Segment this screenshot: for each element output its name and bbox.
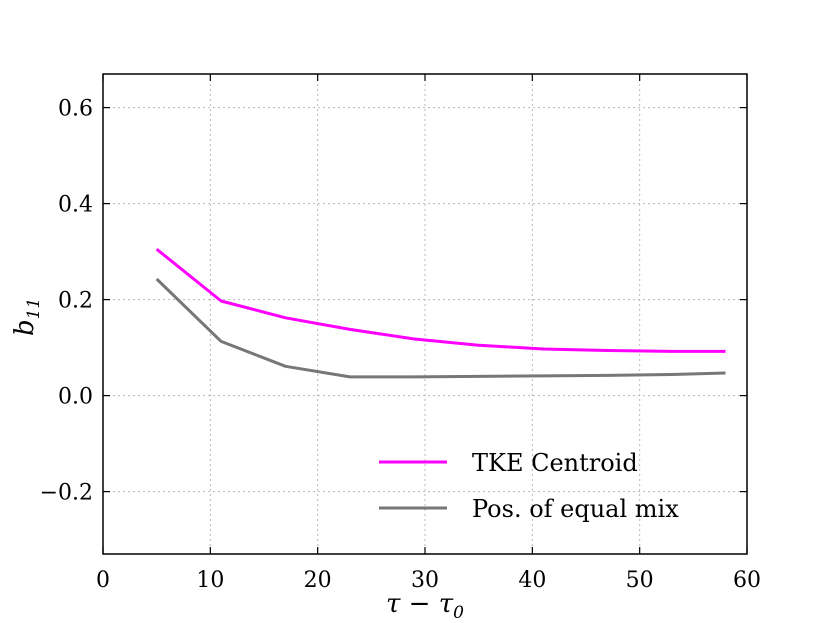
x-tick-label: 60 <box>733 568 761 593</box>
y-axis-label-subscript: 11 <box>24 298 44 320</box>
axis-ticks: 0 10 20 30 40 50 60 −0.2 0.0 0.2 0.4 0.6 <box>40 74 761 593</box>
series-line-tke-centroid <box>155 248 726 353</box>
x-tick-label: 20 <box>304 568 332 593</box>
legend-label-pos-of-equal-mix: Pos. of equal mix <box>472 495 679 523</box>
grid-lines <box>103 74 747 554</box>
series-line-pos-of-equal-mix <box>155 277 726 379</box>
y-tick-label: 0.6 <box>58 97 93 122</box>
x-tick-label: 50 <box>626 568 654 593</box>
y-tick-label: 0.4 <box>58 193 93 218</box>
x-tick-label: 30 <box>411 568 439 593</box>
x-tick-label: 10 <box>196 568 224 593</box>
legend-label-tke-centroid: TKE Centroid <box>472 449 638 477</box>
y-axis-label: b11 <box>10 298 44 336</box>
x-axis-label: τ − τ0 <box>386 589 464 623</box>
x-tick-label: 40 <box>518 568 546 593</box>
series-lines <box>155 248 726 379</box>
x-tick-label: 0 <box>96 568 110 593</box>
y-tick-label: −0.2 <box>40 481 93 506</box>
y-axis-label-main: b <box>10 319 40 336</box>
y-tick-label: 0.2 <box>58 289 93 314</box>
x-axis-label-main: τ − τ <box>386 589 454 619</box>
legend: TKE Centroid Pos. of equal mix <box>379 449 679 523</box>
x-axis-label-subscript: 0 <box>453 603 464 623</box>
y-tick-label: 0.0 <box>58 385 93 410</box>
